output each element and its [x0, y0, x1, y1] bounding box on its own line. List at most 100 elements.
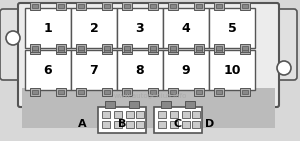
Bar [192, 121, 200, 128]
Bar [56, 88, 66, 96]
Bar [158, 121, 166, 128]
Bar [102, 121, 110, 128]
Bar [192, 111, 200, 118]
Text: 7: 7 [90, 64, 98, 78]
Bar [30, 2, 40, 10]
Bar [194, 46, 204, 54]
Bar [22, 88, 275, 103]
Bar [168, 2, 178, 10]
Bar [25, 50, 71, 90]
Bar [117, 50, 163, 90]
Bar [32, 4, 38, 8]
Bar [58, 48, 64, 52]
Bar [196, 4, 202, 8]
Bar [150, 46, 156, 50]
Text: 8: 8 [136, 64, 144, 78]
Bar [56, 44, 66, 52]
Bar [163, 50, 209, 90]
Bar [78, 90, 84, 94]
Bar [104, 48, 110, 52]
Text: 3: 3 [136, 23, 144, 36]
Text: 2: 2 [90, 23, 98, 36]
Bar [170, 121, 178, 128]
Text: C: C [174, 119, 182, 129]
Bar [209, 50, 255, 90]
Bar [242, 48, 248, 52]
Bar [105, 101, 115, 108]
Bar [32, 48, 38, 52]
FancyBboxPatch shape [18, 3, 279, 107]
Bar [216, 46, 222, 50]
Bar [136, 121, 144, 128]
Bar [170, 4, 176, 8]
Bar [150, 4, 156, 8]
Bar [148, 88, 158, 96]
Bar [148, 2, 158, 10]
Circle shape [6, 31, 20, 45]
Bar [196, 48, 202, 52]
Bar [240, 46, 250, 54]
Bar [102, 46, 112, 54]
Bar [185, 101, 195, 108]
Bar [58, 4, 64, 8]
Bar [216, 90, 222, 94]
Bar [32, 90, 38, 94]
Bar [240, 88, 250, 96]
Bar [242, 90, 248, 94]
Bar [242, 4, 248, 8]
Bar [158, 111, 166, 118]
Bar [76, 2, 86, 10]
Bar [214, 88, 224, 96]
Bar [30, 88, 40, 96]
Bar [102, 111, 110, 118]
Bar [154, 107, 202, 133]
Bar [126, 111, 134, 118]
Bar [196, 90, 202, 94]
Bar [124, 4, 130, 8]
Text: 1: 1 [44, 23, 52, 36]
Bar [194, 44, 204, 52]
Bar [126, 121, 134, 128]
Bar [122, 2, 132, 10]
Text: B: B [118, 119, 126, 129]
Text: www.autogenius.info: www.autogenius.info [113, 93, 187, 99]
FancyBboxPatch shape [271, 9, 297, 80]
Bar [78, 4, 84, 8]
Bar [148, 44, 158, 52]
Text: 5: 5 [228, 23, 236, 36]
Bar [168, 44, 178, 52]
Bar [124, 46, 130, 50]
Bar [194, 2, 204, 10]
Bar [98, 107, 146, 133]
Bar [58, 46, 64, 50]
Bar [216, 4, 222, 8]
Text: 6: 6 [44, 64, 52, 78]
Bar [170, 48, 176, 52]
Bar [114, 111, 122, 118]
Bar [240, 2, 250, 10]
Bar [102, 2, 112, 10]
Bar [124, 90, 130, 94]
Bar [182, 111, 190, 118]
Bar [104, 4, 110, 8]
Bar [122, 88, 132, 96]
Bar [168, 46, 178, 54]
Bar [170, 111, 178, 118]
Bar [22, 100, 275, 128]
Bar [214, 44, 224, 52]
Bar [76, 46, 86, 54]
Bar [124, 48, 130, 52]
Bar [104, 90, 110, 94]
Text: D: D [206, 119, 214, 129]
Bar [216, 48, 222, 52]
Bar [76, 88, 86, 96]
Bar [58, 90, 64, 94]
Bar [30, 46, 40, 54]
Bar [56, 2, 66, 10]
Bar [161, 101, 171, 108]
Bar [168, 88, 178, 96]
Bar [25, 8, 71, 48]
Text: A: A [78, 119, 86, 129]
Bar [182, 121, 190, 128]
Bar [122, 44, 132, 52]
